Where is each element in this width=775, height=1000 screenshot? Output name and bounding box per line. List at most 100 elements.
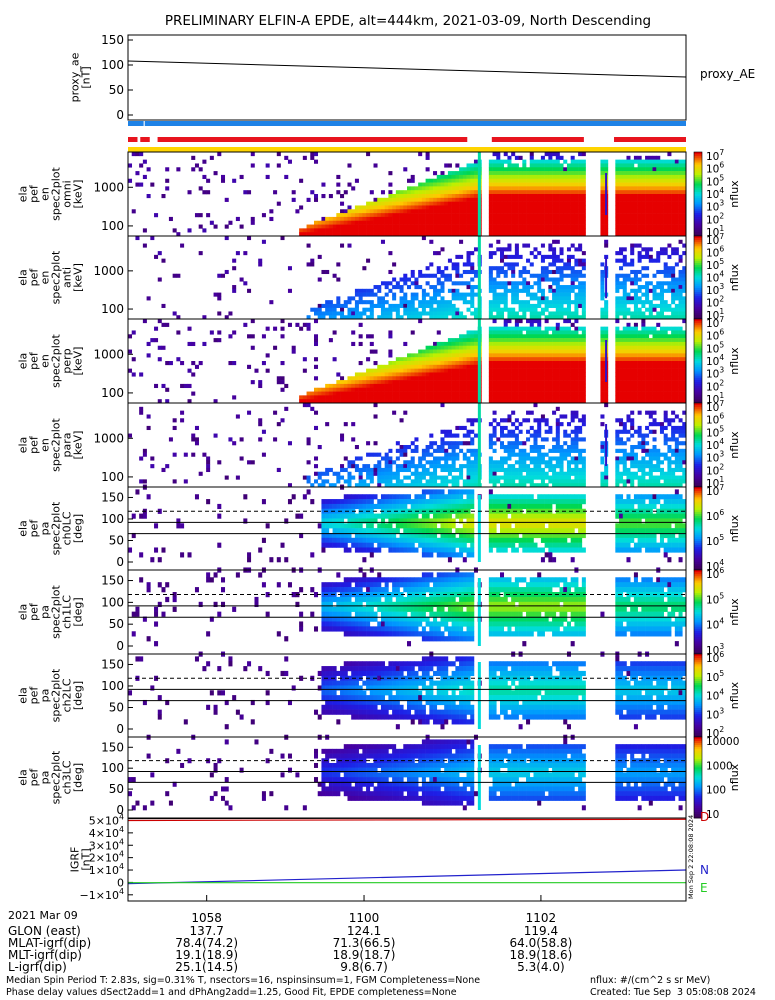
colorbar-tick-label: 101	[706, 224, 724, 239]
heatmap-cell	[514, 433, 519, 438]
colorbar-swatch	[694, 217, 702, 220]
heatmap-cell	[362, 292, 367, 297]
heatmap-cell	[473, 338, 478, 343]
heatmap-cell	[533, 483, 538, 488]
heatmap-cell	[433, 448, 438, 453]
colorbar-swatch	[694, 202, 702, 205]
heatmap-cell	[659, 209, 664, 214]
heatmap-cell	[429, 273, 434, 278]
heatmap-cell	[444, 364, 449, 369]
heatmap-cell	[496, 334, 501, 339]
heatmap-cell	[209, 330, 214, 335]
heatmap-cell	[351, 422, 356, 427]
heatmap-cell	[496, 372, 501, 377]
heatmap-cell	[429, 391, 434, 396]
heatmap-cell	[630, 262, 635, 267]
heatmap-cell	[154, 254, 159, 259]
heatmap-cell	[648, 178, 653, 183]
heatmap-cell	[473, 448, 478, 453]
heatmap-cell	[194, 364, 199, 369]
colorbar-swatch	[694, 396, 702, 400]
heatmap-cell	[433, 194, 438, 199]
heatmap-cell	[470, 464, 475, 469]
heatmap-cell	[399, 452, 404, 457]
heatmap-cell	[533, 353, 538, 358]
heatmap-cell	[622, 220, 627, 225]
heatmap-cell	[637, 349, 642, 354]
heatmap-cell	[518, 395, 523, 400]
colorbar-tick-label: 105	[706, 173, 724, 188]
heatmap-cell	[433, 171, 438, 176]
heatmap-cell	[492, 251, 497, 256]
heatmap-cell	[488, 266, 493, 271]
heatmap-cell	[511, 410, 516, 415]
heatmap-cell	[507, 353, 512, 358]
heatmap-cell	[533, 228, 538, 233]
heatmap-cell	[540, 155, 545, 160]
heatmap-cell	[578, 174, 583, 180]
heatmap-cell	[622, 288, 627, 293]
heatmap-cell	[645, 300, 650, 305]
heatmap-cell	[473, 483, 478, 488]
heatmap-cell	[529, 456, 534, 461]
heatmap-cell	[514, 163, 519, 168]
heatmap-cell	[641, 197, 646, 202]
heatmap-cell	[507, 475, 512, 480]
heatmap-cell	[533, 186, 538, 191]
heatmap-cell	[302, 475, 307, 480]
heatmap-cell	[537, 425, 542, 431]
heatmap-cell	[615, 319, 620, 324]
heatmap-cell	[559, 380, 564, 385]
heatmap-cell	[682, 330, 687, 335]
heatmap-cell	[633, 353, 638, 358]
heatmap-cell	[566, 311, 571, 316]
heatmap-cell	[414, 216, 419, 222]
heatmap-cell	[682, 197, 687, 202]
heatmap-cell	[358, 311, 363, 316]
heatmap-cell	[555, 334, 560, 339]
heatmap-cell	[619, 368, 624, 373]
heatmap-cell	[440, 383, 445, 389]
heatmap-cell	[574, 380, 579, 385]
heatmap-cell	[503, 319, 508, 324]
heatmap-cell	[343, 380, 348, 385]
colorbar-tick-label: 101	[706, 307, 724, 322]
heatmap-cell	[619, 216, 624, 222]
heatmap-cell	[369, 216, 374, 222]
heatmap-cell	[522, 178, 527, 183]
colorbar-swatch	[694, 170, 702, 174]
heatmap-cell	[451, 262, 456, 267]
heatmap-cell	[473, 194, 478, 199]
heatmap-cell	[410, 213, 415, 218]
heatmap-cell	[581, 296, 586, 301]
heatmap-cell	[537, 456, 542, 461]
heatmap-cell	[526, 258, 531, 263]
heatmap-cell	[213, 399, 218, 404]
heatmap-cell	[392, 372, 397, 377]
colorbar-tick-label: 102	[706, 211, 724, 226]
heatmap-cell	[466, 300, 471, 305]
heatmap-cell	[462, 171, 467, 176]
heatmap-cell	[570, 254, 575, 259]
heatmap-cell	[488, 395, 493, 400]
heatmap-cell	[555, 341, 560, 347]
heatmap-cell	[473, 460, 478, 465]
heatmap-cell	[526, 174, 531, 180]
heatmap-cell	[678, 281, 683, 286]
heatmap-cell	[392, 387, 397, 392]
heatmap-cell	[503, 483, 508, 488]
heatmap-cell	[414, 296, 419, 301]
heatmap-cell	[507, 220, 512, 225]
heatmap-cell	[637, 364, 642, 369]
heatmap-cell	[648, 281, 653, 286]
heatmap-cell	[347, 182, 352, 187]
heatmap-cell	[566, 391, 571, 396]
heatmap-cell	[656, 368, 661, 373]
heatmap-cell	[377, 201, 382, 206]
heatmap-cell	[503, 303, 508, 308]
heatmap-cell	[566, 167, 571, 172]
heatmap-cell	[667, 232, 672, 237]
heatmap-cell	[317, 220, 322, 225]
colorbar-swatch	[694, 168, 702, 172]
heatmap-cell	[526, 387, 531, 392]
